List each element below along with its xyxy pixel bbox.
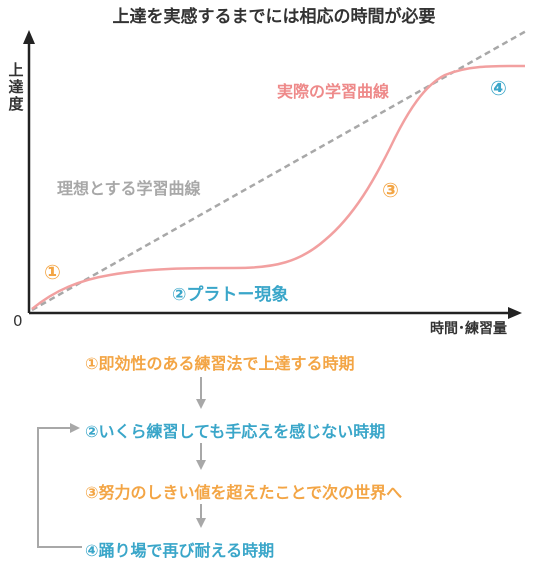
step-1: ①即効性のある練習法で上達する時期 — [85, 354, 355, 373]
marker-3: ③ — [382, 178, 399, 202]
loop-arrow — [37, 427, 82, 548]
page-title: 上達を実感するまでには相応の時間が必要 — [112, 7, 436, 27]
plateau-label: ②プラトー現象 — [172, 285, 289, 305]
actual-curve-label: 実際の学習曲線 — [277, 82, 390, 101]
marker-4: ④ — [490, 76, 507, 100]
ideal-learning-curve — [31, 28, 529, 312]
flow-arrowhead-1-2 — [196, 399, 206, 409]
y-axis-label: 上達度 — [8, 61, 24, 113]
loop-arrowhead — [70, 423, 80, 433]
step-3: ③努力のしきい値を超えたことで次の世界へ — [85, 483, 403, 502]
marker-1: ① — [44, 260, 61, 284]
step-2: ②いくら練習しても手応えを感じない時期 — [85, 422, 386, 441]
x-axis-arrowhead — [508, 307, 522, 319]
flow-arrowhead-2-3 — [196, 460, 206, 470]
origin-label: 0 — [13, 312, 23, 330]
actual-learning-curve — [31, 64, 526, 310]
y-axis-arrowhead — [23, 30, 35, 44]
ideal-curve-label: 理想とする学習曲線 — [57, 179, 201, 198]
flow-arrowhead-3-4 — [196, 518, 206, 528]
step-4: ④踊り場で再び耐える時期 — [85, 541, 275, 560]
x-axis-label: 時間･練習量 — [430, 321, 507, 337]
